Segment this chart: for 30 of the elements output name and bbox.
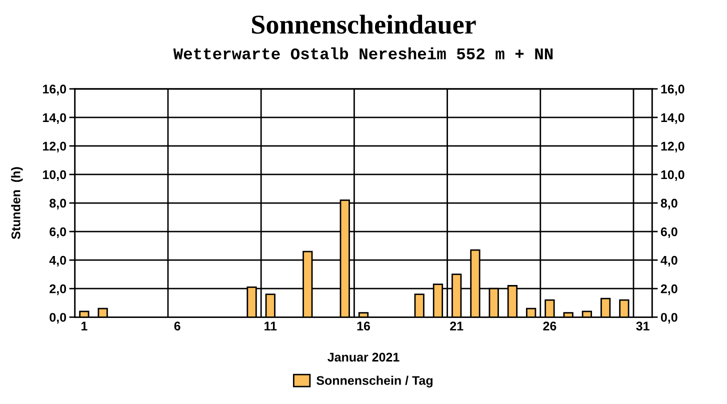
- x-tick-label: 26: [543, 322, 556, 330]
- legend-label: Sonnenschein / Tag: [316, 376, 432, 388]
- y2-tick-label: 6,0: [660, 227, 678, 238]
- x-tick-label: 16: [357, 322, 370, 330]
- y-tick-label: 14,0: [43, 113, 66, 124]
- y-tick-label: 4,0: [49, 256, 66, 267]
- y-tick-label: 8,0: [50, 198, 66, 210]
- y2-tick-label: 12,0: [661, 142, 684, 152]
- y-tick-label: 2,0: [50, 284, 66, 296]
- y-tick-label: 12,0: [43, 142, 66, 152]
- y2-tick-label: 2,0: [660, 284, 678, 296]
- x-axis-title: Januar 2021: [328, 352, 400, 362]
- y-tick-label: 6,0: [50, 227, 66, 238]
- y2-tick-label: 8,0: [660, 198, 678, 210]
- x-tick-label: 1: [82, 322, 88, 330]
- y-axis-title: Stunden (h): [11, 167, 23, 240]
- y-tick-label: 10,0: [43, 170, 66, 181]
- y2-tick-label: 0,0: [660, 312, 678, 324]
- chart-title: Sonnenscheindauer: [252, 14, 476, 34]
- y2-tick-label: 10,0: [661, 170, 684, 181]
- x-tick-label: 6: [174, 322, 180, 330]
- y-tick-label: 16,0: [43, 84, 66, 96]
- y2-tick-label: 4,0: [660, 256, 678, 267]
- y2-tick-label: 16,0: [661, 84, 684, 96]
- chart-subtitle: Wetterwarte Ostalb Neresheim 552 m + NN: [173, 47, 553, 60]
- y-tick-label: 0,0: [50, 312, 66, 324]
- x-tick-label: 21: [450, 322, 464, 330]
- x-tick-label: 11: [264, 322, 277, 330]
- x-tick-label: 31: [636, 322, 650, 331]
- y2-tick-label: 14,0: [661, 113, 684, 124]
